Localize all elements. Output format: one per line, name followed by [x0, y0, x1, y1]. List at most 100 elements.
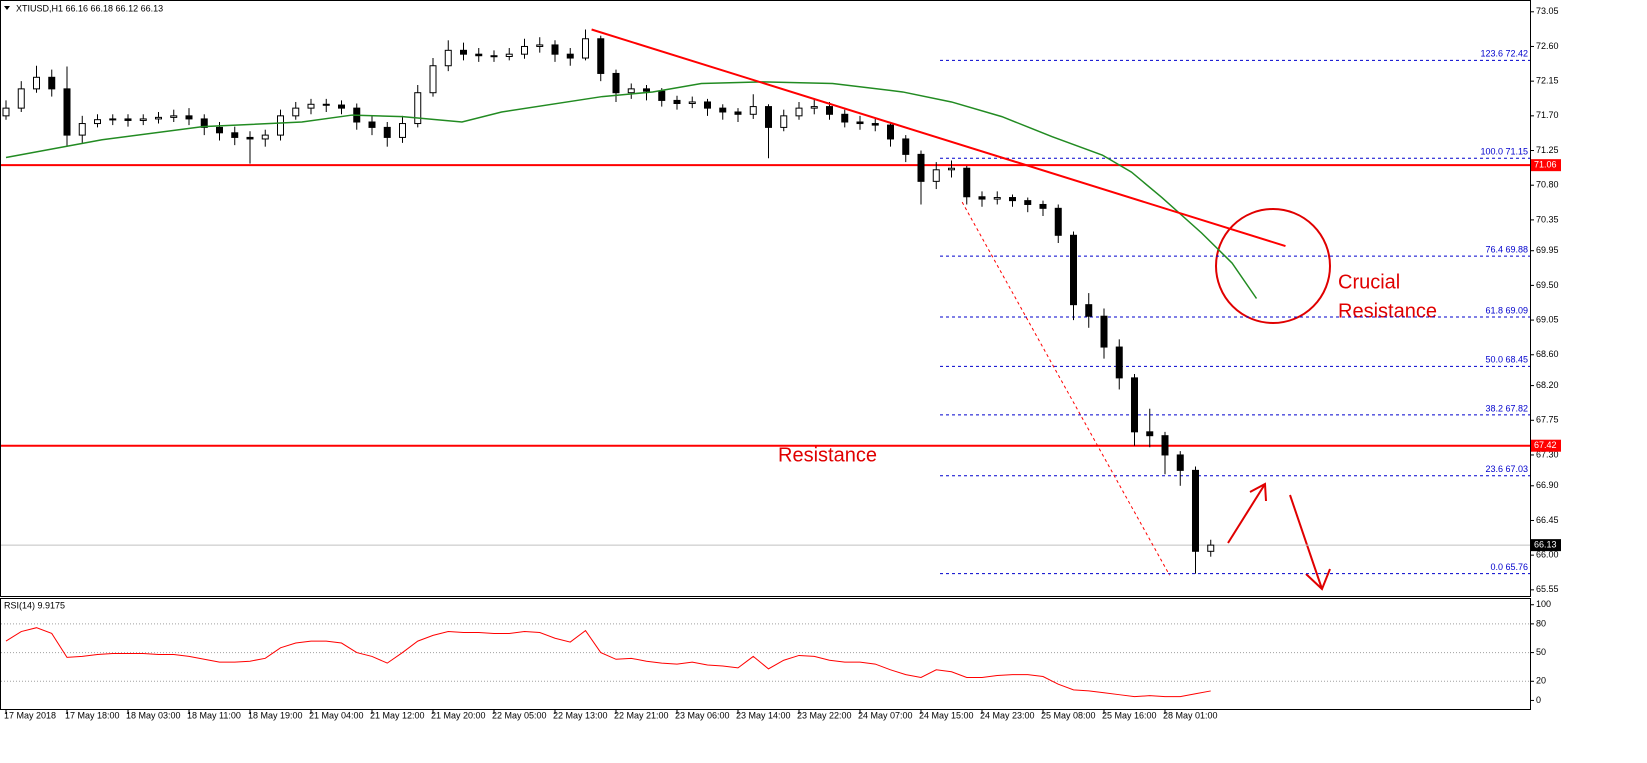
- candle-body: [1024, 200, 1032, 205]
- candle-body: [444, 49, 452, 67]
- candle-body: [17, 88, 25, 109]
- y-tick-label: 67.30: [1536, 449, 1559, 459]
- candle-body: [856, 121, 864, 125]
- fib-label: 123.6 72.42: [1480, 49, 1528, 59]
- annotation: Resistance: [778, 444, 877, 466]
- candle-body: [155, 116, 162, 120]
- candle-body: [368, 121, 376, 128]
- candle-body: [1085, 304, 1093, 317]
- candle-body: [1192, 469, 1199, 552]
- y-tick-label: 68.20: [1536, 380, 1559, 390]
- fib-label: 61.8 69.09: [1485, 305, 1528, 315]
- candle-body: [200, 118, 208, 128]
- candle-body: [582, 38, 589, 59]
- candle-body: [1207, 544, 1215, 552]
- fib-label: 76.4 69.88: [1485, 244, 1528, 254]
- y-tick-label: 69.95: [1536, 245, 1559, 255]
- candle-body: [643, 88, 650, 92]
- rsi-panel: [0, 598, 1531, 710]
- arrows: [1227, 482, 1331, 591]
- x-tick-label: 24 May 23:00: [980, 710, 1035, 720]
- rsi-line: [5, 627, 1211, 698]
- candle-body: [124, 118, 132, 121]
- y-tick-label: 66.90: [1536, 480, 1559, 490]
- candle-body: [322, 103, 330, 106]
- y-tick-label: 66.45: [1536, 515, 1559, 525]
- candle-body: [1100, 315, 1108, 348]
- moving-average: [5, 81, 1258, 299]
- y-tick-label: 65.55: [1536, 584, 1559, 594]
- candle-body: [170, 115, 178, 118]
- level-label: 71.06: [1534, 160, 1557, 170]
- candle-body: [1039, 203, 1047, 209]
- candle-body: [902, 138, 910, 155]
- x-tick-label: 25 May 16:00: [1102, 710, 1157, 720]
- y-tick-label: 71.70: [1536, 110, 1559, 120]
- candle-body: [658, 90, 666, 101]
- x-tick-label: 23 May 06:00: [675, 710, 730, 720]
- candle-body: [277, 115, 284, 136]
- x-tick-label: 17 May 2018: [4, 710, 56, 720]
- candle-body: [887, 124, 894, 140]
- x-tick-label: 22 May 21:00: [614, 710, 669, 720]
- candle-body: [948, 167, 955, 171]
- candle-body: [1131, 377, 1138, 433]
- x-tick-label: 25 May 08:00: [1041, 710, 1096, 720]
- y-tick-label: 68.60: [1536, 349, 1559, 359]
- candle-body: [490, 55, 498, 58]
- y-tick-label: 73.05: [1536, 6, 1559, 16]
- x-tick-label: 24 May 07:00: [858, 710, 913, 720]
- candle-body: [521, 45, 528, 55]
- highlight-circle: [1215, 208, 1331, 324]
- candle-body: [383, 126, 391, 138]
- candle-body: [139, 118, 147, 121]
- x-tick-label: 18 May 11:00: [187, 710, 241, 720]
- x-tick-label: 21 May 12:00: [370, 710, 425, 720]
- projection-line: [961, 201, 1171, 576]
- candle-body: [1146, 431, 1154, 437]
- level-label: 66.13: [1534, 540, 1557, 550]
- candle-body: [1054, 207, 1062, 236]
- trend-line: [591, 28, 1286, 248]
- candle-body: [993, 197, 1001, 200]
- x-tick-label: 23 May 22:00: [797, 710, 852, 720]
- annotation: Crucial: [1338, 271, 1400, 293]
- x-tick-label: 18 May 03:00: [126, 710, 181, 720]
- candle-body: [673, 99, 681, 105]
- candle-body: [460, 49, 467, 55]
- level-box: [1531, 159, 1561, 172]
- level-label: 67.42: [1534, 440, 1557, 450]
- candle-body: [2, 107, 10, 117]
- x-tick-label: 22 May 05:00: [492, 710, 547, 720]
- candle-body: [795, 107, 803, 117]
- y-tick-label: 69.05: [1536, 314, 1559, 324]
- candle-body: [109, 118, 117, 121]
- candle-body: [536, 44, 544, 47]
- candle-body: [734, 111, 742, 115]
- y-tick-label: 70.35: [1536, 214, 1559, 224]
- candle-body: [810, 106, 818, 109]
- x-tick-label: 21 May 04:00: [309, 710, 364, 720]
- annotation: Resistance: [1338, 300, 1437, 322]
- rsi-tick-label: 0: [1536, 695, 1541, 705]
- menu-arrow: [4, 6, 10, 10]
- fib-label: 23.6 67.03: [1485, 464, 1528, 474]
- y-tick-label: 72.60: [1536, 41, 1559, 51]
- candle-body: [338, 104, 345, 109]
- candle-body: [63, 88, 71, 136]
- candle-body: [1176, 454, 1184, 471]
- level-box: [1531, 539, 1561, 552]
- candle-body: [688, 101, 696, 105]
- candle-body: [963, 167, 971, 198]
- y-tick-label: 69.50: [1536, 280, 1559, 290]
- candle-body: [1161, 435, 1169, 456]
- x-tick-label: 24 May 15:00: [919, 710, 974, 720]
- candle-body: [704, 101, 711, 109]
- candle-body: [94, 119, 101, 125]
- y-tick-label: 67.75: [1536, 415, 1559, 425]
- rsi-tick-label: 50: [1536, 647, 1546, 657]
- candle-body: [48, 76, 56, 90]
- candle-body: [185, 115, 193, 120]
- y-tick-label: 72.15: [1536, 76, 1559, 86]
- x-tick-label: 22 May 13:00: [553, 710, 608, 720]
